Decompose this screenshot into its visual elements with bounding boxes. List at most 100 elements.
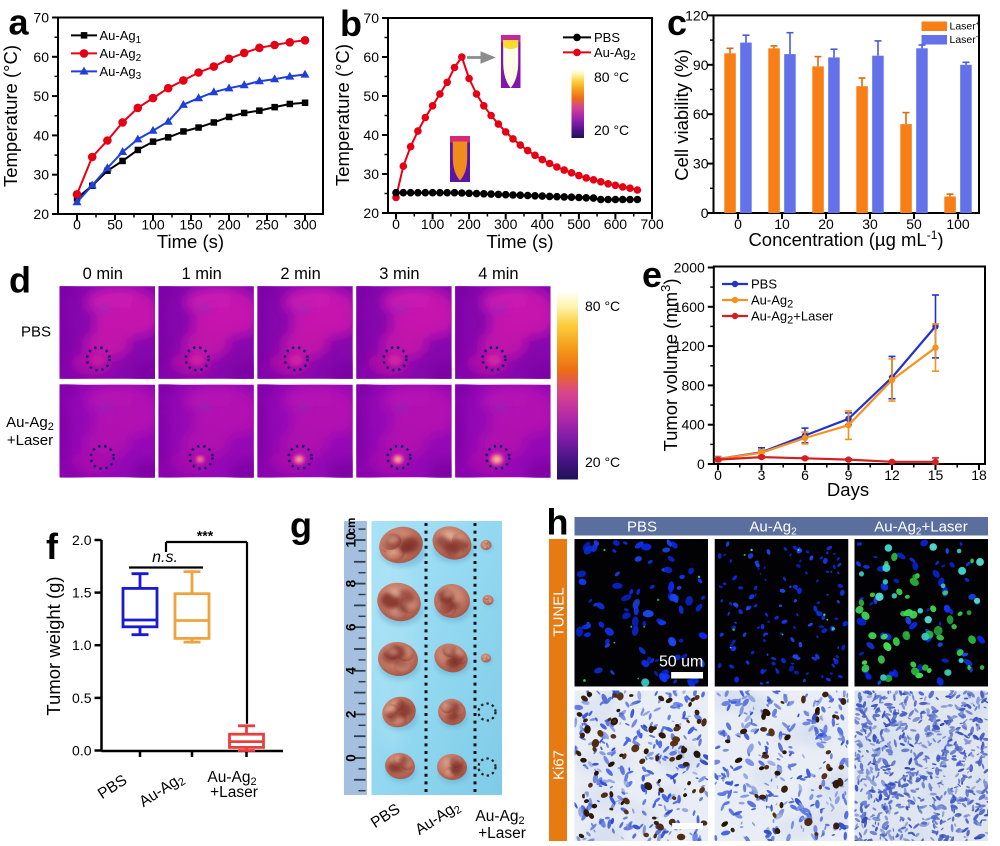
- svg-text:Au-Ag2: Au-Ag2: [6, 414, 54, 433]
- svg-text:Laser-: Laser-: [950, 32, 979, 46]
- svg-text:60: 60: [363, 49, 379, 65]
- svg-text:50: 50: [33, 88, 49, 104]
- svg-text:6: 6: [344, 623, 359, 631]
- svg-text:90: 90: [693, 57, 709, 73]
- svg-text:PBS: PBS: [95, 772, 130, 803]
- svg-text:600: 600: [604, 216, 628, 232]
- svg-text:Au-Ag2: Au-Ag2: [412, 798, 464, 841]
- svg-text:10: 10: [774, 216, 790, 232]
- svg-text:400: 400: [681, 417, 705, 433]
- svg-text:Cell viability (%): Cell viability (%): [671, 49, 692, 181]
- svg-text:Time (s): Time (s): [157, 231, 224, 252]
- svg-text:PBS: PBS: [21, 324, 51, 341]
- svg-text:Au-Ag3: Au-Ag3: [100, 64, 142, 82]
- svg-text:PBS: PBS: [751, 277, 777, 292]
- svg-text:+Laser: +Laser: [210, 784, 258, 801]
- svg-text:2 min: 2 min: [280, 265, 320, 283]
- svg-text:1 min: 1 min: [182, 265, 222, 283]
- svg-text:Au-Ag2: Au-Ag2: [207, 769, 256, 788]
- svg-text:PBS: PBS: [594, 30, 620, 45]
- svg-text:60: 60: [693, 106, 709, 122]
- svg-text:700: 700: [640, 216, 664, 232]
- svg-text:30: 30: [33, 167, 49, 183]
- svg-text:0 min: 0 min: [83, 265, 123, 283]
- svg-text:Au-Ag2: Au-Ag2: [751, 293, 793, 311]
- svg-text:200: 200: [457, 216, 481, 232]
- svg-text:400: 400: [531, 216, 555, 232]
- svg-text:100: 100: [421, 216, 445, 232]
- svg-text:40: 40: [363, 127, 379, 143]
- svg-text:+Laser: +Laser: [7, 432, 53, 449]
- svg-text:Time (s): Time (s): [486, 231, 553, 252]
- svg-text:6: 6: [801, 467, 809, 483]
- svg-text:20: 20: [33, 206, 49, 222]
- svg-text:Au-Ag2: Au-Ag2: [475, 808, 524, 827]
- svg-text:8: 8: [344, 579, 359, 587]
- svg-text:80 °C: 80 °C: [585, 298, 620, 314]
- svg-text:Temperature (°C): Temperature (°C): [0, 45, 21, 187]
- svg-text:Concentration (µg mL-1): Concentration (µg mL-1): [748, 228, 943, 250]
- svg-text:100: 100: [141, 217, 165, 233]
- svg-text:Au-Ag2+Laser: Au-Ag2+Laser: [751, 309, 834, 327]
- svg-text:PBS: PBS: [368, 801, 403, 832]
- svg-text:Au-Ag2: Au-Ag2: [749, 519, 797, 538]
- svg-text:Laser+: Laser+: [950, 19, 981, 33]
- svg-text:120: 120: [685, 7, 709, 23]
- svg-text:300: 300: [494, 216, 518, 232]
- svg-text:f: f: [46, 526, 59, 567]
- svg-text:Tumor volume (mm3): Tumor volume (mm3): [658, 278, 681, 451]
- svg-text:0: 0: [73, 217, 81, 233]
- svg-text:+Laser: +Laser: [478, 825, 526, 842]
- svg-text:Au-Ag2+Laser: Au-Ag2+Laser: [874, 519, 968, 538]
- svg-text:20: 20: [363, 205, 379, 221]
- svg-text:10: 10: [344, 532, 359, 547]
- svg-text:a: a: [8, 2, 29, 43]
- svg-text:0: 0: [344, 754, 359, 762]
- svg-text:50: 50: [906, 216, 922, 232]
- svg-text:70: 70: [363, 10, 379, 26]
- svg-text:20 °C: 20 °C: [585, 454, 620, 470]
- svg-text:500: 500: [567, 216, 591, 232]
- svg-text:150: 150: [179, 217, 203, 233]
- svg-text:d: d: [9, 260, 31, 301]
- svg-text:50 um: 50 um: [659, 654, 703, 671]
- svg-text:200: 200: [217, 217, 241, 233]
- svg-text:250: 250: [255, 217, 279, 233]
- svg-text:50: 50: [363, 88, 379, 104]
- svg-text:e: e: [642, 254, 662, 295]
- svg-text:0.5: 0.5: [72, 690, 92, 706]
- svg-text:20 °C: 20 °C: [594, 122, 629, 138]
- svg-text:Au-Ag2: Au-Ag2: [594, 45, 636, 63]
- svg-text:60: 60: [33, 49, 49, 65]
- svg-text:70: 70: [33, 10, 49, 26]
- svg-text:0: 0: [701, 205, 709, 221]
- svg-text:Tumor weight (g): Tumor weight (g): [43, 576, 64, 715]
- svg-text:0: 0: [392, 216, 400, 232]
- svg-text:0: 0: [734, 216, 742, 232]
- svg-text:300: 300: [293, 217, 317, 233]
- svg-text:PBS: PBS: [627, 519, 657, 536]
- svg-text:30: 30: [363, 166, 379, 182]
- svg-text:2.0: 2.0: [72, 532, 92, 548]
- svg-text:3: 3: [758, 467, 766, 483]
- svg-text:3 min: 3 min: [379, 265, 419, 283]
- svg-text:20: 20: [818, 216, 834, 232]
- svg-text:n.s.: n.s.: [152, 549, 178, 566]
- svg-text:TUNEL: TUNEL: [551, 587, 568, 636]
- svg-text:1.5: 1.5: [72, 585, 92, 601]
- svg-text:Au-Ag2: Au-Ag2: [100, 46, 142, 64]
- svg-text:cm: cm: [346, 518, 358, 535]
- svg-text:2: 2: [344, 711, 359, 719]
- svg-text:1.0: 1.0: [72, 637, 92, 653]
- svg-text:12: 12: [884, 467, 900, 483]
- svg-text:30: 30: [862, 216, 878, 232]
- svg-text:0: 0: [714, 467, 722, 483]
- svg-text:Temperature (°C): Temperature (°C): [332, 44, 353, 186]
- svg-text:b: b: [340, 3, 362, 44]
- svg-text:18: 18: [971, 467, 987, 483]
- svg-text:***: ***: [197, 528, 214, 544]
- svg-text:1200: 1200: [674, 338, 705, 354]
- svg-text:Au-Ag2: Au-Ag2: [136, 770, 188, 813]
- svg-text:4: 4: [344, 667, 359, 675]
- svg-text:40: 40: [33, 127, 49, 143]
